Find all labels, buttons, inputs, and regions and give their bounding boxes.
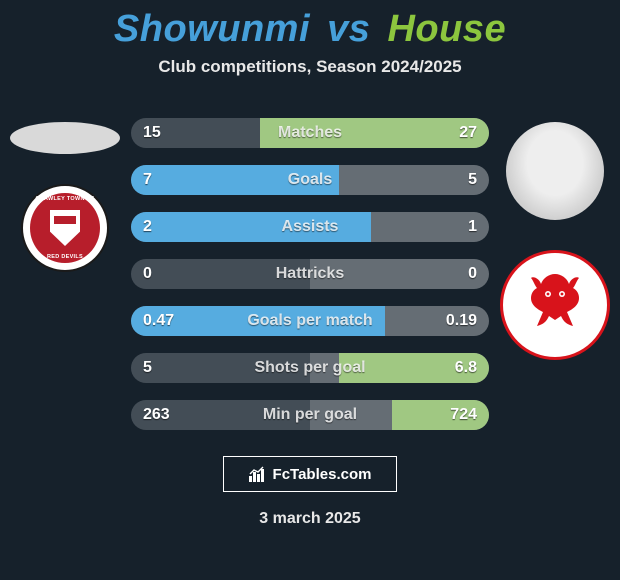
comparison-subtitle: Club competitions, Season 2024/2025 — [0, 57, 620, 77]
comparison-title: Showunmi vs House — [0, 0, 620, 51]
stat-row: 56.8Shots per goal — [131, 353, 489, 383]
fctables-badge[interactable]: FcTables.com — [223, 456, 397, 492]
right-player-column — [500, 122, 610, 360]
stat-label: Assists — [131, 212, 489, 242]
stat-row: 75Goals — [131, 165, 489, 195]
stat-row: 1527Matches — [131, 118, 489, 148]
comparison-date: 3 march 2025 — [0, 510, 620, 528]
stat-label: Hattricks — [131, 259, 489, 289]
right-player-avatar — [506, 122, 604, 220]
stat-label: Goals per match — [131, 306, 489, 336]
title-left-name: Showunmi — [114, 8, 310, 50]
stat-label: Min per goal — [131, 400, 489, 430]
chart-icon — [249, 466, 267, 482]
fctables-label: FcTables.com — [273, 466, 372, 483]
left-club-badge: CRAWLEY TOWN FC RED DEVILS — [21, 184, 109, 272]
left-player-column: CRAWLEY TOWN FC RED DEVILS — [10, 122, 120, 272]
stat-row: 263724Min per goal — [131, 400, 489, 430]
stat-row: 0.470.19Goals per match — [131, 306, 489, 336]
title-right-name: House — [387, 8, 506, 50]
stat-label: Matches — [131, 118, 489, 148]
content-area: CRAWLEY TOWN FC RED DEVILS 1527Matches 75… — [0, 118, 620, 528]
stat-row: 00Hattricks — [131, 259, 489, 289]
stat-label: Goals — [131, 165, 489, 195]
right-club-badge — [500, 250, 610, 360]
stat-row: 21Assists — [131, 212, 489, 242]
stat-label: Shots per goal — [131, 353, 489, 383]
title-vs: vs — [327, 8, 370, 50]
stat-bars-container: 1527Matches 75Goals 21Assists 00Hattricks 0.… — [131, 118, 489, 430]
left-player-avatar — [10, 122, 120, 154]
